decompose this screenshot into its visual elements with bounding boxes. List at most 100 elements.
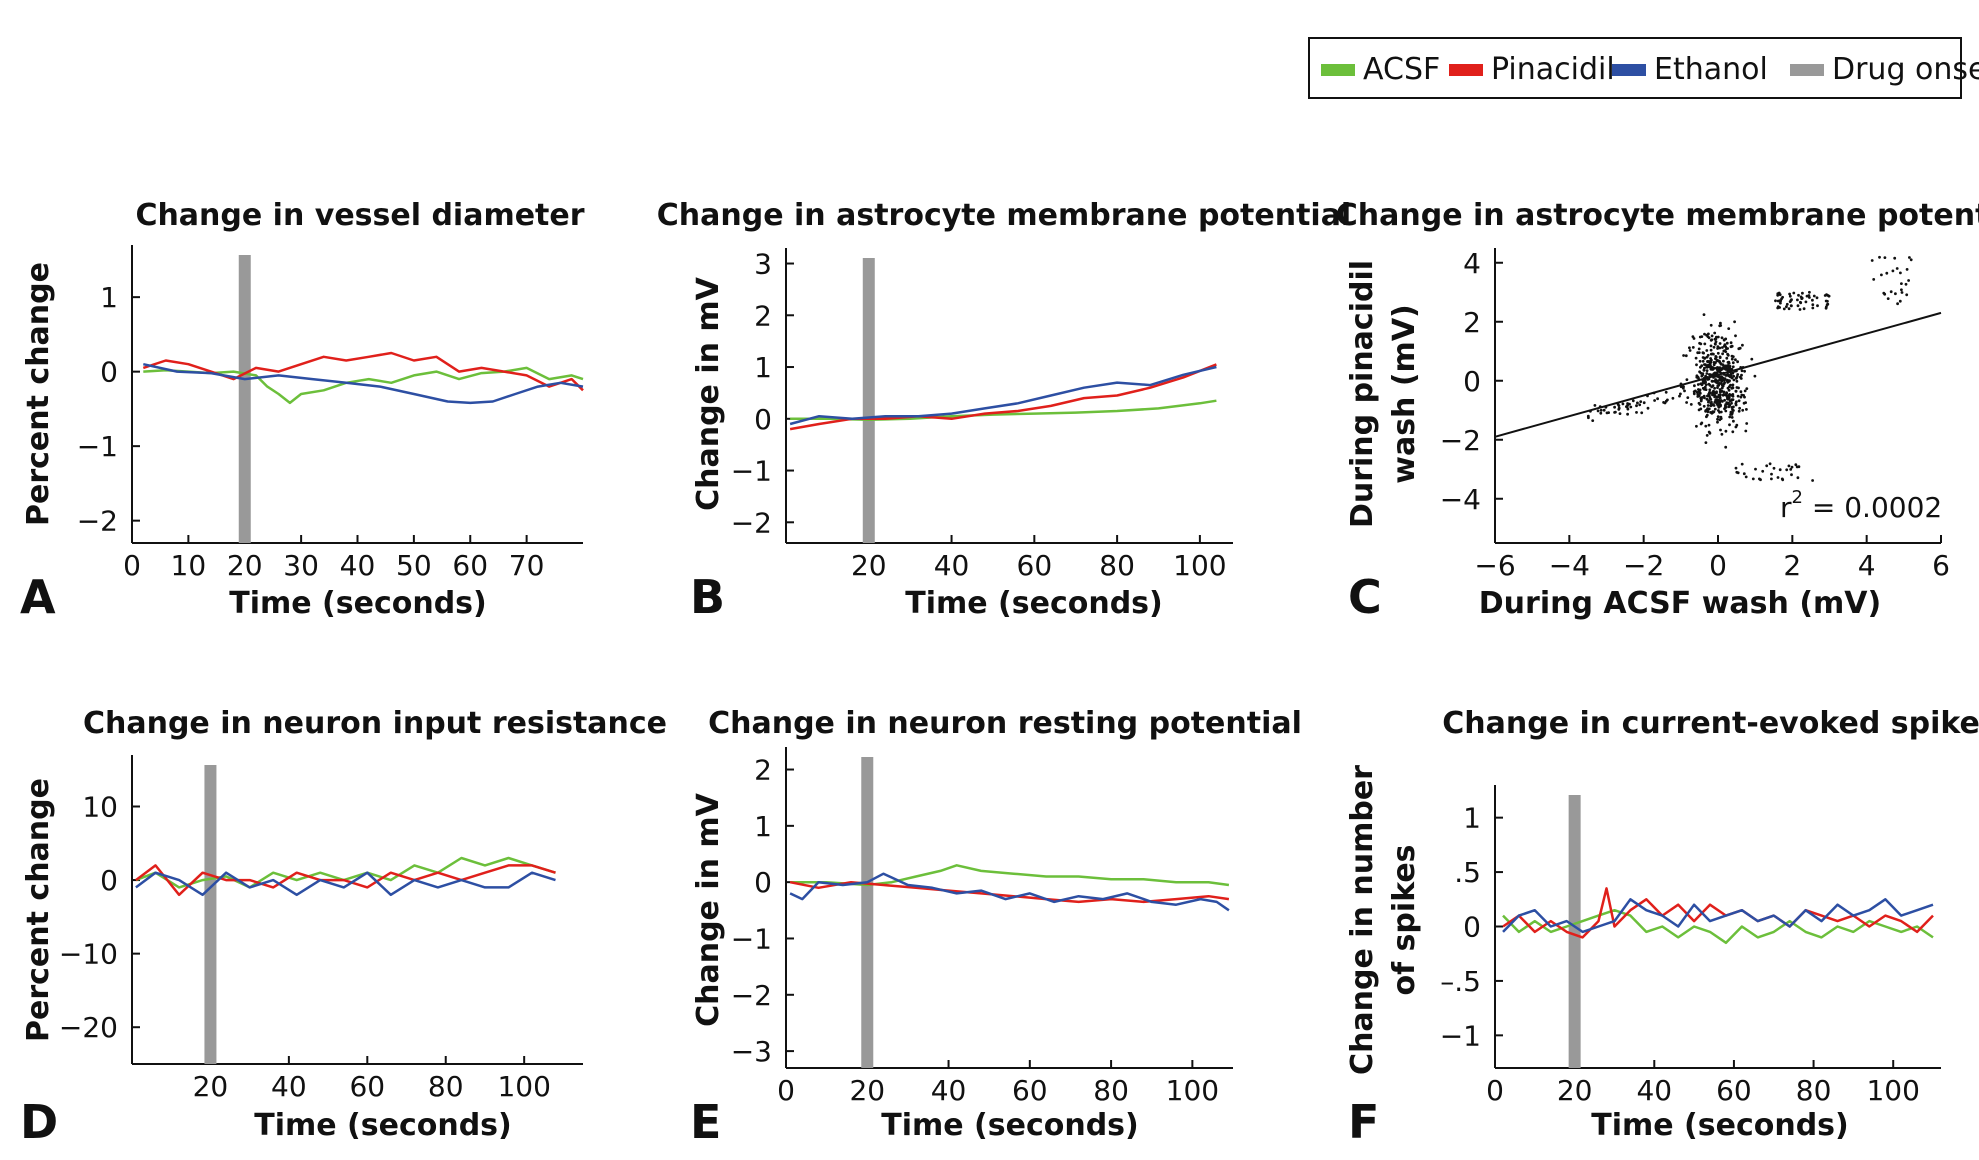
scatter-point bbox=[1731, 386, 1735, 389]
scatter-point bbox=[1718, 361, 1722, 364]
scatter-point bbox=[1635, 404, 1638, 408]
scatter-point bbox=[1710, 358, 1713, 362]
scatter-point bbox=[1735, 423, 1739, 427]
scatter-point bbox=[1754, 467, 1757, 471]
scatter-point bbox=[1878, 255, 1881, 259]
x-axis-label: Time (seconds) bbox=[881, 1108, 1139, 1143]
scatter-point bbox=[1790, 304, 1793, 308]
scatter-point bbox=[1720, 382, 1723, 385]
scatter-point bbox=[1671, 396, 1675, 400]
scatter-point bbox=[1900, 282, 1903, 285]
scatter-point bbox=[1701, 351, 1705, 355]
scatter-point bbox=[1780, 477, 1784, 481]
panel-c: Change in astrocyte membrane potential C −… bbox=[1336, 198, 1979, 624]
scatter-point bbox=[1723, 398, 1726, 402]
scatter-point bbox=[1621, 402, 1625, 406]
x-tick-label: 20 bbox=[1557, 1074, 1593, 1107]
scatter-point bbox=[1626, 412, 1629, 416]
scatter-point bbox=[1796, 298, 1799, 302]
scatter-point bbox=[1593, 404, 1597, 407]
scatter-point bbox=[1736, 394, 1740, 398]
scatter-point bbox=[1729, 345, 1733, 349]
scatter-point bbox=[1734, 389, 1738, 393]
scatter-point bbox=[1711, 368, 1715, 371]
scatter-point bbox=[1704, 380, 1707, 384]
scatter-point bbox=[1722, 378, 1726, 381]
x-tick-label: 70 bbox=[509, 549, 545, 582]
scatter-point bbox=[1811, 479, 1814, 482]
scatter-point bbox=[1735, 379, 1739, 383]
scatter-point bbox=[1715, 381, 1719, 385]
scatter-point bbox=[1725, 341, 1729, 345]
scatter-point bbox=[1745, 408, 1748, 411]
legend-swatch bbox=[1612, 64, 1646, 76]
scatter-point bbox=[1631, 399, 1635, 403]
scatter-point bbox=[1731, 355, 1735, 358]
scatter-point bbox=[1740, 462, 1744, 466]
scatter-point bbox=[1727, 397, 1730, 401]
series-line-acsf bbox=[135, 856, 556, 889]
scatter-point bbox=[1716, 369, 1720, 373]
scatter-point bbox=[1638, 403, 1642, 407]
scatter-point bbox=[1739, 390, 1743, 394]
scatter-point bbox=[1719, 321, 1722, 325]
scatter-point bbox=[1741, 343, 1744, 347]
scatter-point bbox=[1907, 279, 1910, 282]
scatter-point bbox=[1776, 476, 1780, 479]
scatter-point bbox=[1696, 351, 1700, 355]
scatter-point bbox=[1730, 413, 1734, 416]
scatter-point bbox=[1711, 384, 1715, 388]
scatter-point bbox=[1704, 383, 1708, 387]
r-squared-sup: 2 bbox=[1792, 487, 1803, 508]
scatter-point bbox=[1713, 379, 1717, 383]
scatter-point bbox=[1719, 389, 1723, 393]
scatter-point bbox=[1896, 302, 1899, 306]
scatter-point bbox=[1686, 396, 1690, 399]
scatter-point bbox=[1744, 475, 1748, 479]
scatter-point bbox=[1724, 404, 1727, 408]
scatter-point bbox=[1717, 409, 1720, 412]
scatter-point bbox=[1683, 389, 1686, 393]
scatter-point bbox=[1898, 299, 1902, 303]
panel-title: Change in neuron resting potential bbox=[708, 706, 1302, 741]
scatter-point bbox=[1880, 273, 1883, 277]
scatter-point bbox=[1718, 418, 1722, 422]
scatter-point bbox=[1719, 415, 1723, 419]
scatter-point bbox=[1740, 373, 1743, 377]
x-tick-label: 100 bbox=[497, 1070, 550, 1103]
scatter-point bbox=[1788, 292, 1791, 296]
scatter-point bbox=[1713, 331, 1717, 335]
scatter-point bbox=[1725, 395, 1729, 398]
scatter-point bbox=[1825, 305, 1828, 309]
scatter-point bbox=[1745, 387, 1749, 390]
scatter-point bbox=[1768, 462, 1772, 466]
scatter-point bbox=[1825, 303, 1829, 306]
scatter-point bbox=[1708, 394, 1711, 398]
y-tick-label: 2 bbox=[754, 299, 772, 332]
scatter-point bbox=[1731, 430, 1735, 434]
scatter-point bbox=[1742, 401, 1746, 405]
scatter-point bbox=[1909, 258, 1913, 262]
scatter-point bbox=[1732, 374, 1736, 378]
series-line-ethanol bbox=[135, 871, 556, 897]
panel-letter: B bbox=[690, 570, 725, 624]
scatter-point bbox=[1707, 400, 1710, 404]
scatter-point bbox=[1718, 394, 1722, 398]
scatter-point bbox=[1716, 417, 1719, 421]
scatter-point bbox=[1709, 411, 1712, 414]
y-axis-label: Change in number of spikes bbox=[1345, 765, 1422, 1075]
panel-b: Change in astrocyte membrane potential B 2… bbox=[657, 198, 1351, 624]
scatter-point bbox=[1716, 420, 1719, 424]
y-tick-label: 0 bbox=[1463, 365, 1481, 398]
scatter-point bbox=[1712, 345, 1716, 349]
scatter-point bbox=[1587, 416, 1590, 420]
panel-title: Change in current-evoked spikes bbox=[1442, 706, 1979, 741]
scatter-point bbox=[1703, 363, 1706, 366]
scatter-point bbox=[1702, 313, 1706, 316]
scatter-point bbox=[1808, 296, 1811, 299]
scatter-point bbox=[1797, 293, 1800, 297]
scatter-point bbox=[1705, 434, 1709, 437]
x-tick-label: 6 bbox=[1932, 549, 1950, 582]
